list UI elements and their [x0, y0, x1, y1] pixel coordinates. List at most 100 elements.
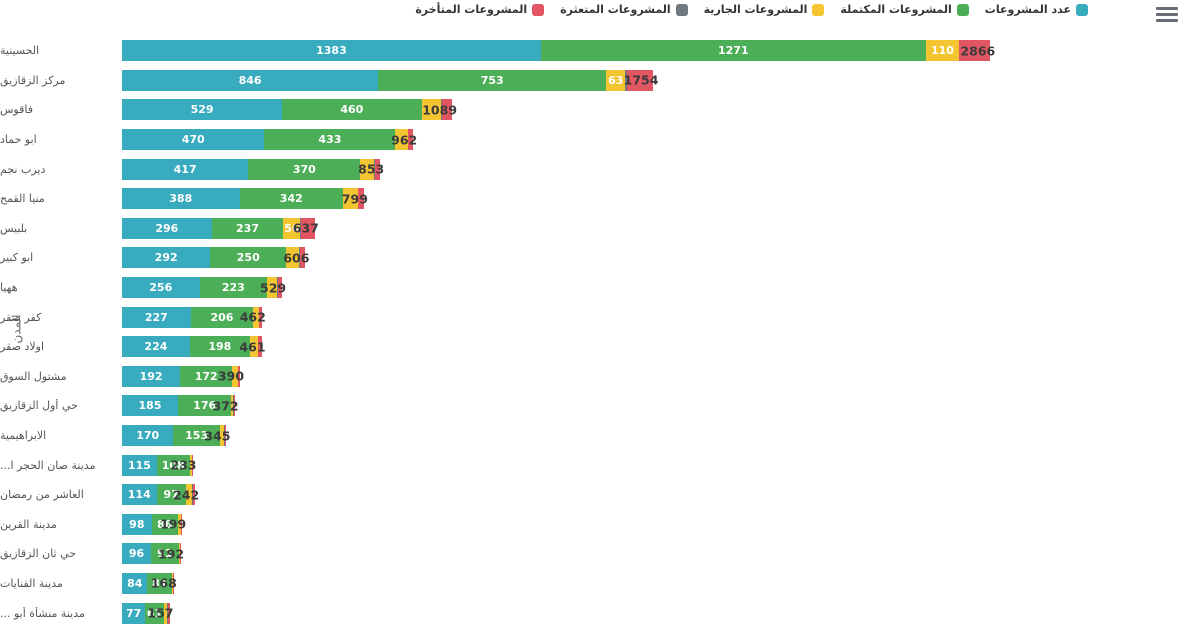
segment-ongoing[interactable]: 63	[606, 69, 626, 91]
segment-completed[interactable]: 61	[145, 602, 164, 624]
segment-count[interactable]: 98	[122, 513, 152, 535]
segment-count[interactable]: 388	[122, 188, 240, 210]
segment-ongoing[interactable]	[343, 188, 358, 210]
segment-completed[interactable]: 153	[173, 425, 220, 447]
segment-delayed[interactable]	[959, 40, 990, 62]
segment-ongoing[interactable]	[163, 602, 168, 624]
segment-completed[interactable]: 223	[199, 277, 268, 299]
segment-count[interactable]: 227	[122, 306, 191, 328]
segment-ongoing[interactable]: 56	[283, 217, 301, 239]
segment-completed[interactable]: 1271	[540, 40, 926, 62]
segment-ongoing[interactable]	[360, 158, 374, 180]
segment-stalled[interactable]	[277, 277, 278, 299]
segment-count[interactable]: 296	[122, 217, 212, 239]
segment-completed[interactable]: 172	[180, 365, 233, 387]
chart-context-menu-button[interactable]	[1156, 7, 1178, 23]
segment-completed[interactable]: 176	[178, 395, 232, 417]
segment-stalled[interactable]	[373, 158, 375, 180]
segment-stalled[interactable]	[191, 484, 193, 506]
segment-completed[interactable]: 460	[282, 99, 422, 121]
segment-delayed[interactable]	[626, 69, 654, 91]
segment-ongoing[interactable]	[189, 454, 192, 476]
legend-item-count[interactable]: عدد المشروعات	[985, 3, 1088, 16]
segment-count[interactable]: 114	[122, 484, 157, 506]
segment-ongoing[interactable]	[395, 129, 408, 151]
segment-ongoing[interactable]	[231, 395, 234, 417]
segment-completed[interactable]: 97	[156, 484, 186, 506]
segment-ongoing[interactable]: 110	[925, 40, 960, 62]
segment-ongoing[interactable]	[421, 99, 442, 121]
segment-stalled[interactable]	[167, 602, 168, 624]
segment-count[interactable]: 115	[122, 454, 157, 476]
segment-count[interactable]: 846	[122, 69, 379, 91]
bar-row: كفر صقر 227 206 462	[0, 302, 1200, 332]
segment-completed[interactable]: 370	[248, 158, 361, 180]
segment-ongoing[interactable]	[219, 425, 225, 447]
bar-row: ابو كبير 292 250 606	[0, 243, 1200, 273]
segment-completed[interactable]: 342	[239, 188, 344, 210]
segment-completed[interactable]: 81	[147, 572, 172, 594]
segment-ongoing[interactable]	[178, 543, 180, 565]
segment-count[interactable]: 470	[122, 129, 265, 151]
segment-ongoing[interactable]	[185, 484, 192, 506]
segment-delayed[interactable]	[408, 129, 414, 151]
segment-stalled[interactable]	[625, 69, 627, 91]
segment-stalled[interactable]	[257, 336, 259, 358]
segment-ongoing[interactable]	[249, 336, 258, 358]
segment-delayed[interactable]	[191, 454, 193, 476]
segment-completed[interactable]: 753	[378, 69, 607, 91]
segment-ongoing[interactable]	[286, 247, 300, 269]
segment-count[interactable]: 224	[122, 336, 190, 358]
segment-value-label: 460	[340, 103, 364, 117]
segment-completed[interactable]: 108	[156, 454, 190, 476]
legend-item-completed[interactable]: المشروعات المكتملة	[840, 3, 969, 16]
segment-delayed[interactable]	[224, 425, 227, 447]
segment-delayed[interactable]	[259, 306, 262, 328]
segment-ongoing[interactable]	[253, 306, 260, 328]
segment-count[interactable]: 256	[122, 277, 200, 299]
segment-delayed[interactable]	[258, 336, 262, 358]
segment-completed[interactable]: 86	[151, 513, 178, 535]
segment-ongoing[interactable]	[177, 513, 181, 535]
segment-delayed[interactable]	[192, 484, 196, 506]
segment-delayed[interactable]	[168, 602, 170, 624]
segment-completed[interactable]: 250	[210, 247, 287, 269]
legend-label: المشروعات المتعثرة	[560, 3, 671, 16]
segment-delayed[interactable]	[300, 247, 306, 269]
segment-stalled[interactable]	[299, 247, 301, 269]
segment-delayed[interactable]	[301, 217, 315, 239]
segment-count[interactable]: 292	[122, 247, 211, 269]
segment-completed[interactable]: 433	[264, 129, 396, 151]
segment-count[interactable]: 170	[122, 425, 174, 447]
segment-ongoing[interactable]	[267, 277, 278, 299]
segment-delayed[interactable]	[442, 99, 452, 121]
segment-stalled[interactable]	[441, 99, 443, 121]
segment-completed[interactable]: 206	[190, 306, 254, 328]
segment-ongoing[interactable]	[232, 365, 238, 387]
segment-count[interactable]: 77	[122, 602, 146, 624]
segment-count[interactable]: 1383	[122, 40, 541, 62]
segment-stalled[interactable]	[300, 217, 302, 239]
legend-item-ongoing[interactable]: المشروعات الجارية	[704, 3, 825, 16]
segment-completed[interactable]: 91	[151, 543, 179, 565]
segment-stalled[interactable]	[357, 188, 359, 210]
segment-delayed[interactable]	[233, 395, 235, 417]
segment-stalled[interactable]	[407, 129, 409, 151]
legend-item-delayed[interactable]: المشروعات المتأخرة	[415, 3, 545, 16]
segment-count[interactable]: 96	[122, 543, 152, 565]
segment-completed[interactable]: 198	[189, 336, 250, 358]
legend-item-stalled[interactable]: المشروعات المتعثرة	[560, 3, 688, 16]
segment-completed[interactable]: 237	[211, 217, 284, 239]
segment-delayed[interactable]	[237, 365, 241, 387]
segment-delayed[interactable]	[358, 188, 364, 210]
segment-delayed[interactable]	[374, 158, 381, 180]
segment-count[interactable]: 417	[122, 158, 249, 180]
segment-count[interactable]: 529	[122, 99, 283, 121]
segment-delayed[interactable]	[181, 513, 183, 535]
segment-ongoing[interactable]	[171, 572, 173, 594]
segment-value-label: 342	[279, 192, 303, 206]
segment-count[interactable]: 192	[122, 365, 181, 387]
segment-count[interactable]: 185	[122, 395, 179, 417]
segment-delayed[interactable]	[277, 277, 283, 299]
segment-count[interactable]: 84	[122, 572, 148, 594]
